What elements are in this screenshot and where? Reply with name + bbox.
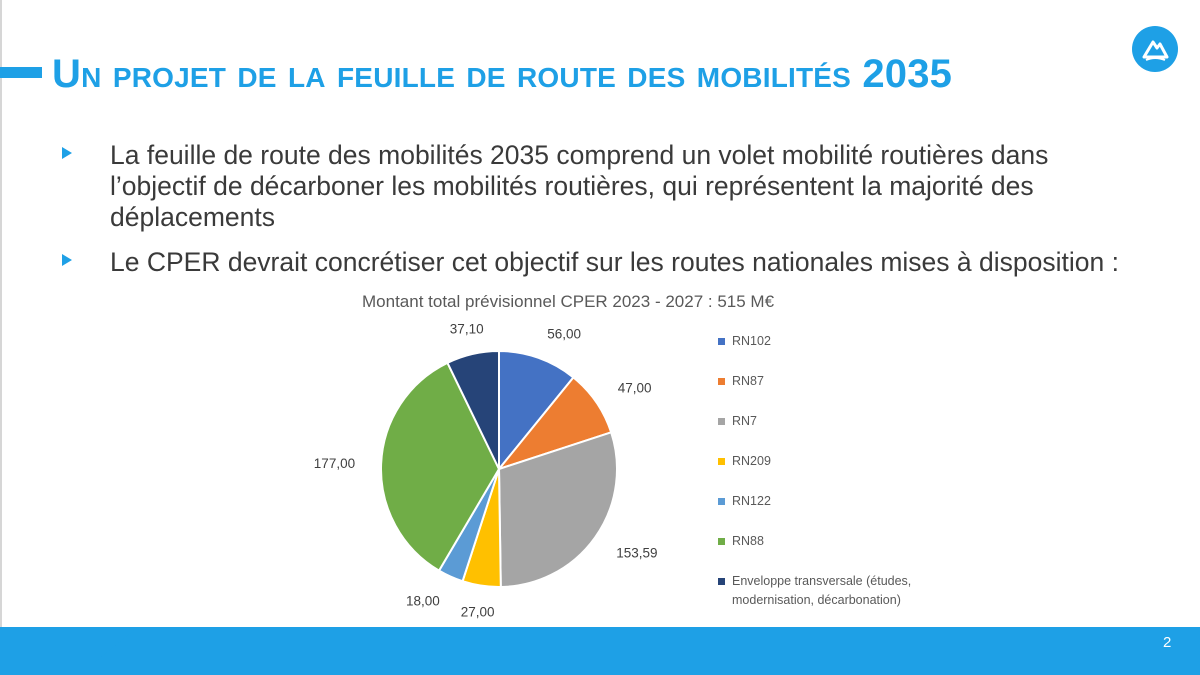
legend-label: RN102 bbox=[732, 334, 771, 348]
bullet-text: La feuille de route des mobilités 2035 c… bbox=[110, 140, 1049, 232]
legend-item: RN88 bbox=[718, 532, 942, 551]
speech-bubble-shape bbox=[95, 627, 138, 662]
bullet-item: La feuille de route des mobilités 2035 c… bbox=[62, 140, 1122, 233]
page-number: 2 bbox=[1163, 634, 1172, 651]
legend-label: RN88 bbox=[732, 534, 764, 548]
legend-label: RN122 bbox=[732, 494, 771, 508]
pie-slice-rn7 bbox=[497, 431, 618, 589]
legend-item: RN7 bbox=[718, 412, 942, 431]
bullet-item: Le CPER devrait concrétiser cet objectif… bbox=[62, 247, 1122, 278]
data-label: 18,00 bbox=[406, 593, 440, 608]
legend-swatch bbox=[718, 498, 725, 505]
chart-title: Montant total prévisionnel CPER 2023 - 2… bbox=[362, 292, 775, 311]
legend-label: RN209 bbox=[732, 454, 771, 468]
pie-slice-rn88 bbox=[380, 361, 501, 573]
data-label: 56,00 bbox=[547, 326, 581, 341]
legend-label: Enveloppe transversale (études, modernis… bbox=[732, 574, 912, 607]
data-label: 177,00 bbox=[314, 456, 355, 471]
bullet-arrow-icon bbox=[62, 147, 72, 159]
legend-swatch bbox=[718, 578, 725, 585]
legend-label: RN87 bbox=[732, 374, 764, 388]
title-accent-bar bbox=[0, 67, 42, 78]
pie-slice-rn102 bbox=[498, 349, 575, 472]
legend-swatch bbox=[718, 458, 725, 465]
data-label: 27,00 bbox=[461, 604, 495, 619]
footer-band bbox=[0, 627, 1200, 675]
legend-swatch bbox=[718, 378, 725, 385]
mountain-logo-icon bbox=[1132, 26, 1178, 72]
slide-title: Un projet de la feuille de route des mob… bbox=[52, 52, 953, 96]
data-label: 37,10 bbox=[450, 322, 484, 337]
legend-item: Enveloppe transversale (études, modernis… bbox=[718, 572, 942, 610]
legend-item: RN102 bbox=[718, 332, 942, 351]
legend-item: RN122 bbox=[718, 492, 942, 511]
legend-item: RN87 bbox=[718, 372, 942, 391]
legend-item: RN209 bbox=[718, 452, 942, 471]
pie-slice-enveloppe bbox=[446, 349, 500, 470]
bullet-list: La feuille de route des mobilités 2035 c… bbox=[62, 140, 1122, 292]
legend-swatch bbox=[718, 418, 725, 425]
legend-label: RN7 bbox=[732, 414, 758, 428]
data-label: 153,59 bbox=[616, 546, 657, 561]
bullet-arrow-icon bbox=[62, 254, 72, 266]
left-border-line bbox=[0, 0, 2, 640]
legend-swatch bbox=[718, 338, 725, 345]
pie-chart: 56,00 47,00 153,59 27,00 18,00 177,00 37,10 bbox=[314, 322, 658, 620]
bullet-text: Le CPER devrait concrétiser cet objectif… bbox=[110, 247, 1119, 277]
data-label: 47,00 bbox=[618, 380, 652, 395]
legend-swatch bbox=[718, 538, 725, 545]
